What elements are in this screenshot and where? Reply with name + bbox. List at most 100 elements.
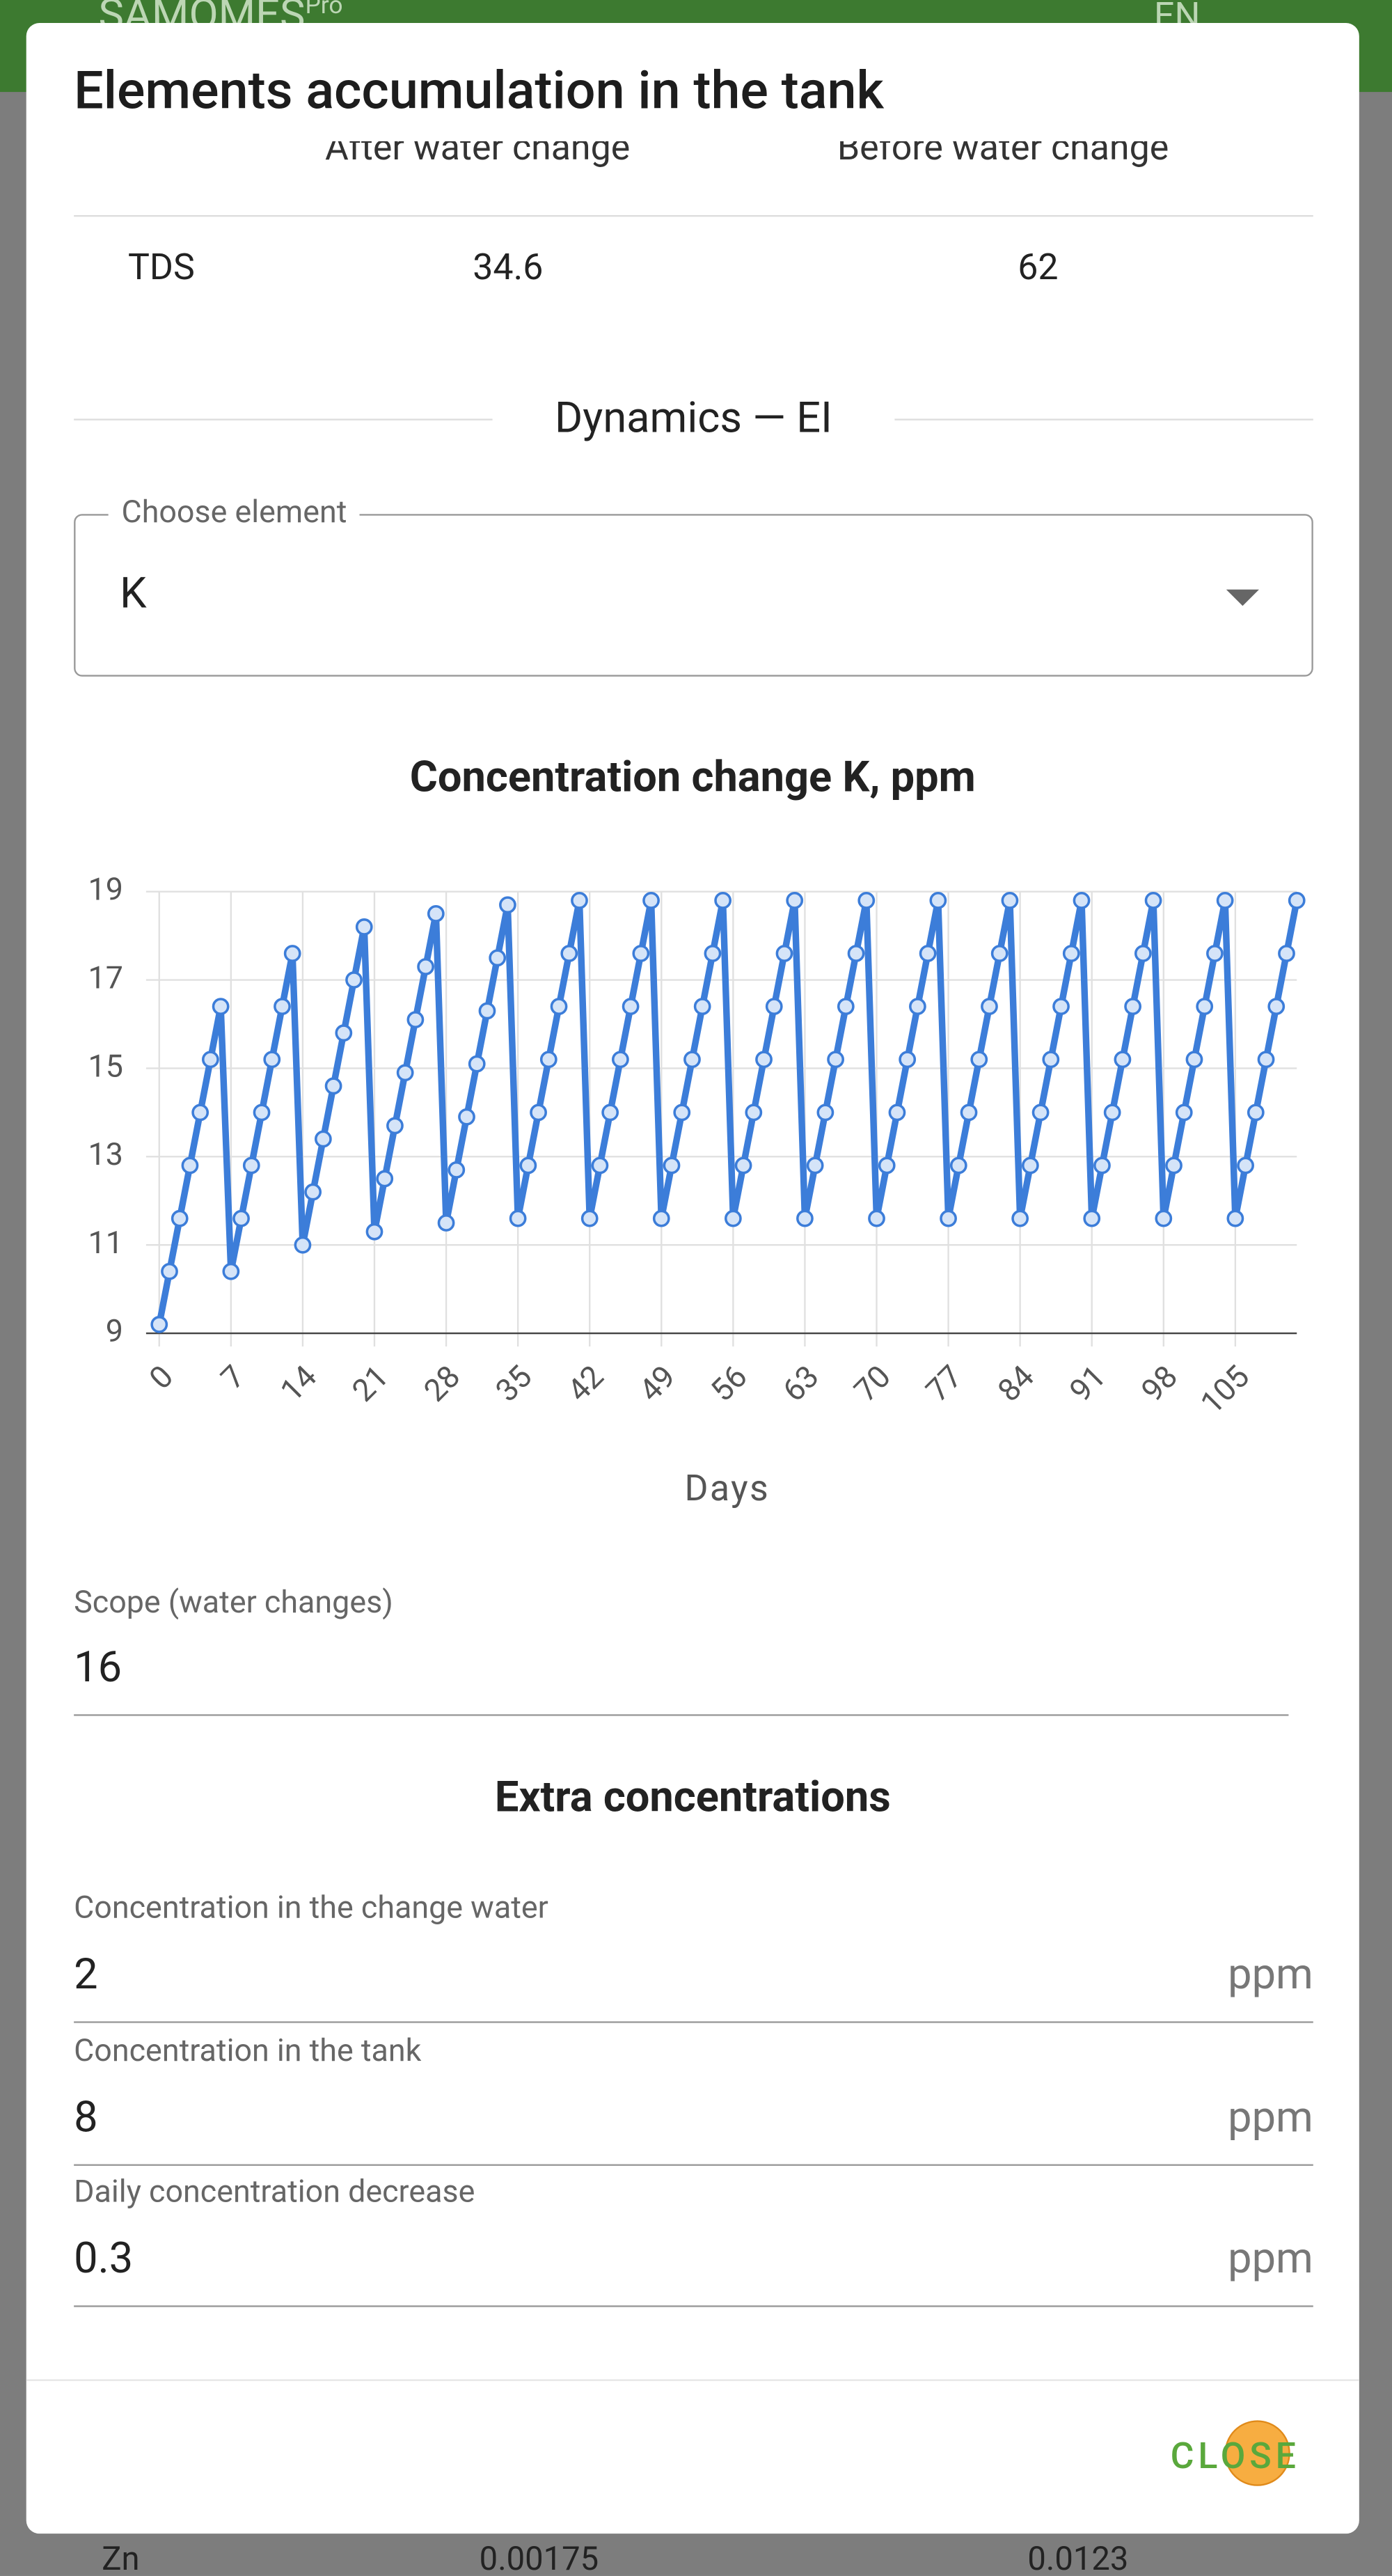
data-point [530, 1104, 547, 1122]
x-tick-label: 70 [847, 1358, 898, 1408]
data-point [212, 998, 230, 1016]
data-point [755, 1051, 773, 1069]
table-cell: TDS [127, 248, 195, 290]
data-point [1042, 1051, 1060, 1069]
x-tick-label: 98 [1134, 1358, 1185, 1408]
dialog [26, 23, 1359, 2534]
field-value[interactable]: 16 [74, 1643, 122, 1693]
y-tick-label: 13 [88, 1136, 123, 1172]
data-point [1001, 891, 1019, 909]
data-point [714, 891, 732, 909]
x-tick-label: 56 [704, 1358, 754, 1408]
data-point [734, 1156, 752, 1175]
data-point [1011, 1209, 1029, 1227]
x-tick-label: 77 [919, 1358, 970, 1408]
x-tick-label: 42 [560, 1358, 610, 1408]
data-point [519, 1156, 537, 1175]
data-point [539, 1051, 557, 1069]
data-point [1103, 1104, 1121, 1122]
data-point [1216, 891, 1234, 909]
data-point [242, 1156, 260, 1175]
data-point [571, 891, 588, 909]
data-point [1062, 945, 1080, 962]
data-point [560, 945, 578, 962]
data-point [202, 1051, 219, 1069]
data-point [191, 1104, 209, 1122]
data-point [458, 1108, 475, 1126]
data-point [796, 1209, 814, 1227]
data-point [652, 1209, 670, 1227]
table-header-clip: After water change Before water change [26, 141, 1359, 223]
data-point [847, 945, 865, 962]
data-point [1237, 1156, 1254, 1175]
data-point [580, 1209, 599, 1227]
data-point [150, 1316, 168, 1333]
field-label: Concentration in the tank [74, 2030, 422, 2068]
data-point [990, 945, 1009, 962]
data-point [981, 998, 998, 1016]
data-point [765, 998, 783, 1016]
data-point [509, 1209, 527, 1227]
data-point [365, 1223, 383, 1241]
field-value[interactable]: 2 [74, 1950, 98, 2000]
data-point [693, 998, 711, 1016]
data-point [437, 1214, 455, 1232]
data-point [970, 1051, 988, 1069]
data-point [489, 949, 507, 967]
data-point [899, 1051, 917, 1069]
field-underline [74, 2305, 1313, 2307]
data-point [550, 998, 568, 1016]
data-point [274, 998, 291, 1016]
data-point [468, 1055, 486, 1073]
field-value[interactable]: 0.3 [74, 2234, 134, 2284]
data-point [478, 1002, 496, 1020]
data-point [1165, 1156, 1183, 1175]
data-point [857, 891, 876, 909]
bg-cell: 0.0123 [1027, 2538, 1129, 2575]
data-point [448, 1161, 466, 1179]
close-button[interactable]: CLOSE [1170, 2437, 1300, 2478]
field-label: Daily concentration decrease [74, 2172, 475, 2210]
table-cell: 34.6 [473, 248, 544, 290]
data-point [1134, 945, 1152, 962]
table-cell: 62 [1018, 248, 1059, 290]
data-point [283, 945, 301, 962]
data-point [909, 998, 926, 1016]
divider [74, 418, 493, 421]
field-value[interactable]: 8 [74, 2092, 98, 2142]
chart-title: Concentration change K, ppm [410, 751, 976, 801]
data-point [960, 1104, 978, 1122]
data-point [745, 1104, 763, 1122]
data-point [406, 1011, 425, 1029]
x-tick-label: 35 [488, 1358, 539, 1408]
data-point [314, 1130, 332, 1148]
field-label: Scope (water changes) [74, 1582, 393, 1621]
data-point [499, 896, 516, 914]
data-point [612, 1051, 629, 1069]
x-tick-label: 0 [142, 1358, 180, 1396]
data-point [642, 891, 660, 909]
data-point [1278, 945, 1295, 962]
data-point [683, 1051, 701, 1069]
x-tick-label: 7 [214, 1358, 252, 1396]
touch-indicator [1224, 2420, 1290, 2486]
data-point [1021, 1156, 1039, 1175]
data-point [417, 958, 434, 975]
data-point [724, 1209, 742, 1227]
data-point [427, 905, 445, 922]
data-point [181, 1156, 199, 1175]
data-point [940, 1209, 957, 1227]
x-tick-label: 21 [345, 1358, 395, 1408]
data-point [1206, 945, 1224, 962]
section-title: Extra concentrations [494, 1773, 891, 1823]
y-tick-label: 11 [88, 1224, 123, 1261]
data-point [1257, 1051, 1275, 1069]
data-point [161, 1262, 178, 1280]
select[interactable] [74, 514, 1313, 677]
y-tick-label: 19 [88, 871, 123, 908]
data-point [775, 945, 793, 962]
select-label: Choose element [108, 492, 361, 531]
x-tick-label: 28 [416, 1358, 467, 1408]
field-underline [74, 2021, 1313, 2023]
